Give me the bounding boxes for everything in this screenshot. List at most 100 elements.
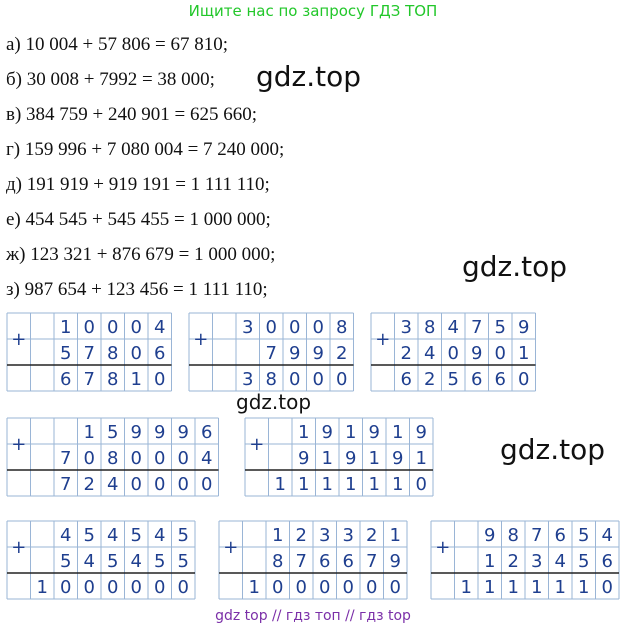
addend-digit: 2	[296, 525, 307, 546]
addend-digit: 1	[484, 551, 495, 572]
sum-digit: 0	[131, 577, 142, 598]
sum-digit: 0	[178, 577, 189, 598]
addend-digit: 9	[289, 343, 300, 364]
addend-digit: 5	[60, 343, 71, 364]
addend-digit: 0	[131, 448, 142, 469]
addend-digit: 4	[448, 317, 459, 338]
addend-digit: 4	[555, 551, 566, 572]
footer-credits: gdz top // гдз топ // гдз top	[215, 608, 411, 624]
equation-z: з) 987 654 + 123 456 = 1 111 110;	[6, 279, 268, 300]
addend-digit: 7	[296, 551, 307, 572]
sum-digit: 0	[107, 577, 118, 598]
equation-a: а) 10 004 + 57 806 = 67 810;	[6, 34, 228, 55]
addend-digit: 6	[602, 551, 613, 572]
sum-digit: 1	[298, 474, 309, 495]
addend-digit: 4	[424, 343, 435, 364]
addend-digit: 9	[322, 422, 333, 443]
addend-digit: 9	[484, 525, 495, 546]
sum-digit: 0	[178, 474, 189, 495]
grid-svg: +4 5 4 5 4 55 4 5 4 5 51 0 0 0 0 0 0	[6, 520, 196, 600]
column-addition-4: +1 5 9 9 9 6 7 0 8 0 0 0 4 7 2 4 0 0 0 0	[6, 417, 220, 497]
addend-digit: 9	[416, 422, 427, 443]
sum-digit: 1	[37, 577, 48, 598]
addend-digit: 6	[319, 551, 330, 572]
addend-digit: 9	[471, 343, 482, 364]
sum-digit: 6	[471, 369, 482, 390]
header-banner: Ищите нас по запросу ГДЗ ТОП	[188, 2, 438, 20]
sum-digit: 0	[154, 577, 165, 598]
addend-digit: 4	[84, 551, 95, 572]
addend-digit: 0	[495, 343, 506, 364]
sum-digit: 1	[531, 577, 542, 598]
addend-digit: 2	[401, 343, 412, 364]
addend-digit: 5	[107, 422, 118, 443]
sum-digit: 1	[131, 369, 142, 390]
plus-sign: +	[193, 329, 208, 350]
sum-digit: 6	[401, 369, 412, 390]
addend-digit: 3	[242, 317, 253, 338]
addend-digit: 1	[60, 317, 71, 338]
equation-b: б) 30 008 + 7992 = 38 000;	[6, 69, 215, 90]
sum-digit: 0	[343, 577, 354, 598]
sum-digit: 1	[322, 474, 333, 495]
addend-digit: 9	[518, 317, 529, 338]
addend-digit: 7	[366, 551, 377, 572]
addend-digit: 0	[266, 317, 277, 338]
addend-digit: 1	[322, 448, 333, 469]
plus-sign: +	[249, 434, 264, 455]
column-addition-2: +3 0 0 0 8 7 9 9 2 3 8 0 0 0	[188, 312, 355, 392]
sum-digit: 2	[424, 369, 435, 390]
sum-digit: 0	[336, 369, 347, 390]
sum-digit: 5	[448, 369, 459, 390]
equation-d: д) 191 919 + 919 191 = 1 111 110;	[6, 174, 270, 195]
grid-svg: +3 8 4 7 5 92 4 0 9 0 16 2 5 6 6 0	[370, 312, 536, 392]
addend-digit: 3	[401, 317, 412, 338]
sum-digit: 6	[60, 369, 71, 390]
addend-digit: 5	[84, 525, 95, 546]
addend-digit: 6	[154, 343, 165, 364]
sum-digit: 0	[154, 474, 165, 495]
addend-digit: 5	[178, 551, 189, 572]
addend-digit: 4	[131, 551, 142, 572]
addend-digit: 1	[518, 343, 529, 364]
watermark-4: gdz.top	[500, 433, 606, 466]
column-addition-8: +9 8 7 6 5 4 1 2 3 4 5 6 1 1 1 1 1 1 0	[430, 520, 620, 600]
watermark-3: gdz.top	[236, 390, 312, 414]
addend-digit: 0	[313, 317, 324, 338]
addend-digit: 4	[60, 525, 71, 546]
addend-digit: 7	[471, 317, 482, 338]
addend-digit: 0	[84, 448, 95, 469]
addend-digit: 7	[531, 525, 542, 546]
sum-digit: 0	[289, 369, 300, 390]
column-addition-5: +1 9 1 9 1 9 9 1 9 1 9 1 1 1 1 1 1 1 0	[244, 417, 434, 497]
sum-digit: 0	[319, 577, 330, 598]
column-addition-6: +4 5 4 5 4 5 5 4 5 4 5 5 1 0 0 0 0 0 0	[6, 520, 196, 600]
equation-e: е) 454 545 + 545 455 = 1 000 000;	[6, 209, 271, 230]
addend-digit: 1	[369, 448, 380, 469]
sum-digit: 1	[392, 474, 403, 495]
sum-digit: 2	[84, 474, 95, 495]
equation-v: в) 384 759 + 240 901 = 625 660;	[6, 104, 258, 125]
addend-digit: 0	[178, 448, 189, 469]
sum-digit: 1	[345, 474, 356, 495]
addend-digit: 4	[154, 525, 165, 546]
sum-digit: 1	[461, 577, 472, 598]
addend-digit: 4	[602, 525, 613, 546]
addend-digit: 0	[448, 343, 459, 364]
sum-digit: 0	[131, 474, 142, 495]
addend-digit: 1	[272, 525, 283, 546]
addend-digit: 8	[107, 448, 118, 469]
addend-digit: 5	[107, 551, 118, 572]
addend-digit: 5	[495, 317, 506, 338]
sum-digit: 4	[107, 474, 118, 495]
addend-digit: 9	[298, 448, 309, 469]
equation-g: г) 159 996 + 7 080 004 = 7 240 000;	[6, 139, 285, 160]
column-addition-7: +1 2 3 3 2 1 8 7 6 6 7 9 1 0 0 0 0 0 0	[218, 520, 408, 600]
plus-sign: +	[435, 537, 450, 558]
addend-digit: 1	[392, 422, 403, 443]
plus-sign: +	[11, 537, 26, 558]
addend-digit: 7	[266, 343, 277, 364]
addend-digit: 1	[84, 422, 95, 443]
sum-digit: 6	[495, 369, 506, 390]
addend-digit: 0	[131, 317, 142, 338]
